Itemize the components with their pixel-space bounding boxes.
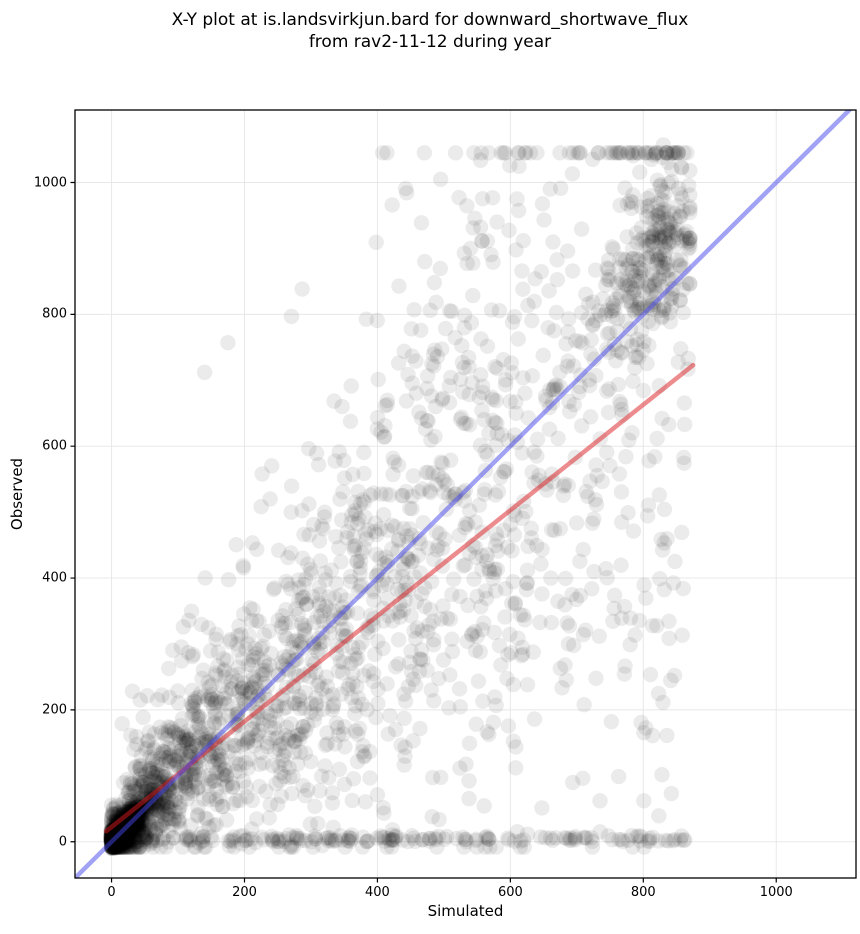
chart-title: X-Y plot at is.landsvirkjun.bard for dow… bbox=[0, 9, 860, 53]
y-tick-label-200: 200 bbox=[42, 702, 67, 718]
chart-title-line1: X-Y plot at is.landsvirkjun.bard for dow… bbox=[171, 10, 689, 30]
y-axis-label: Observed bbox=[8, 457, 26, 531]
y-tick-label-0: 0 bbox=[58, 834, 67, 850]
x-tick-label-800: 800 bbox=[630, 885, 656, 900]
y-tick-label-1000: 1000 bbox=[33, 175, 67, 190]
x-tick-label-200: 200 bbox=[232, 885, 257, 900]
x-axis-label: Simulated bbox=[427, 902, 504, 920]
x-tick-label-400: 400 bbox=[365, 885, 390, 900]
chart-title-line2: from rav2-11-12 during year bbox=[308, 32, 552, 52]
x-tick-label-600: 600 bbox=[497, 885, 523, 900]
x-tick-label-0: 0 bbox=[107, 885, 116, 900]
y-tick-label-800: 800 bbox=[42, 306, 67, 322]
y-tick-label-400: 400 bbox=[42, 570, 67, 586]
y-tick-label-600: 600 bbox=[42, 438, 67, 454]
x-tick-label-1000: 1000 bbox=[759, 885, 793, 900]
